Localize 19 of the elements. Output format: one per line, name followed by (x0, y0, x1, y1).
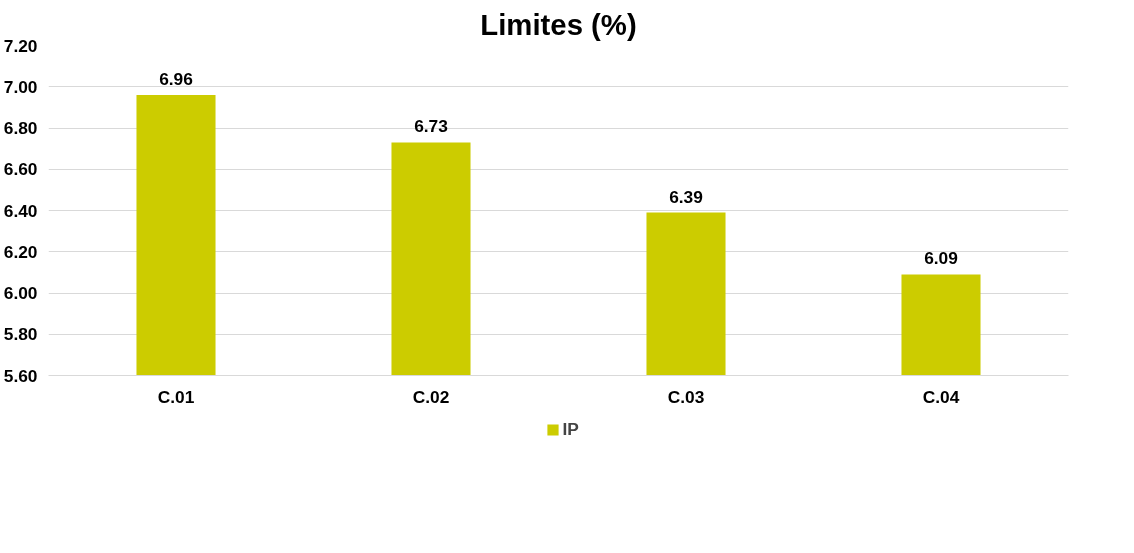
chart-title: Limites (%) (480, 7, 637, 41)
y-tick-label: 5.80 (3, 324, 38, 345)
y-tick-label: 5.60 (3, 365, 38, 386)
y-tick-label: 6.60 (3, 159, 38, 180)
x-tick-label: C.03 (667, 386, 705, 407)
y-tick-label: 6.20 (3, 241, 38, 262)
legend-label: IP (562, 418, 580, 440)
x-tick-label: C.01 (157, 386, 195, 407)
data-label: 6.96 (159, 69, 194, 89)
y-tick-label: 6.40 (3, 200, 38, 221)
data-label: 6.39 (669, 186, 703, 207)
y-tick-label: 7.00 (3, 76, 38, 97)
y-tick-label: 6.00 (3, 283, 38, 303)
x-tick-label: C.02 (412, 386, 450, 407)
data-label: 6.73 (414, 116, 449, 137)
y-tick-label: 6.80 (3, 118, 38, 138)
data-label: 6.09 (924, 248, 958, 269)
y-tick-label: 7.20 (3, 35, 38, 56)
x-tick-label: C.04 (922, 386, 960, 407)
